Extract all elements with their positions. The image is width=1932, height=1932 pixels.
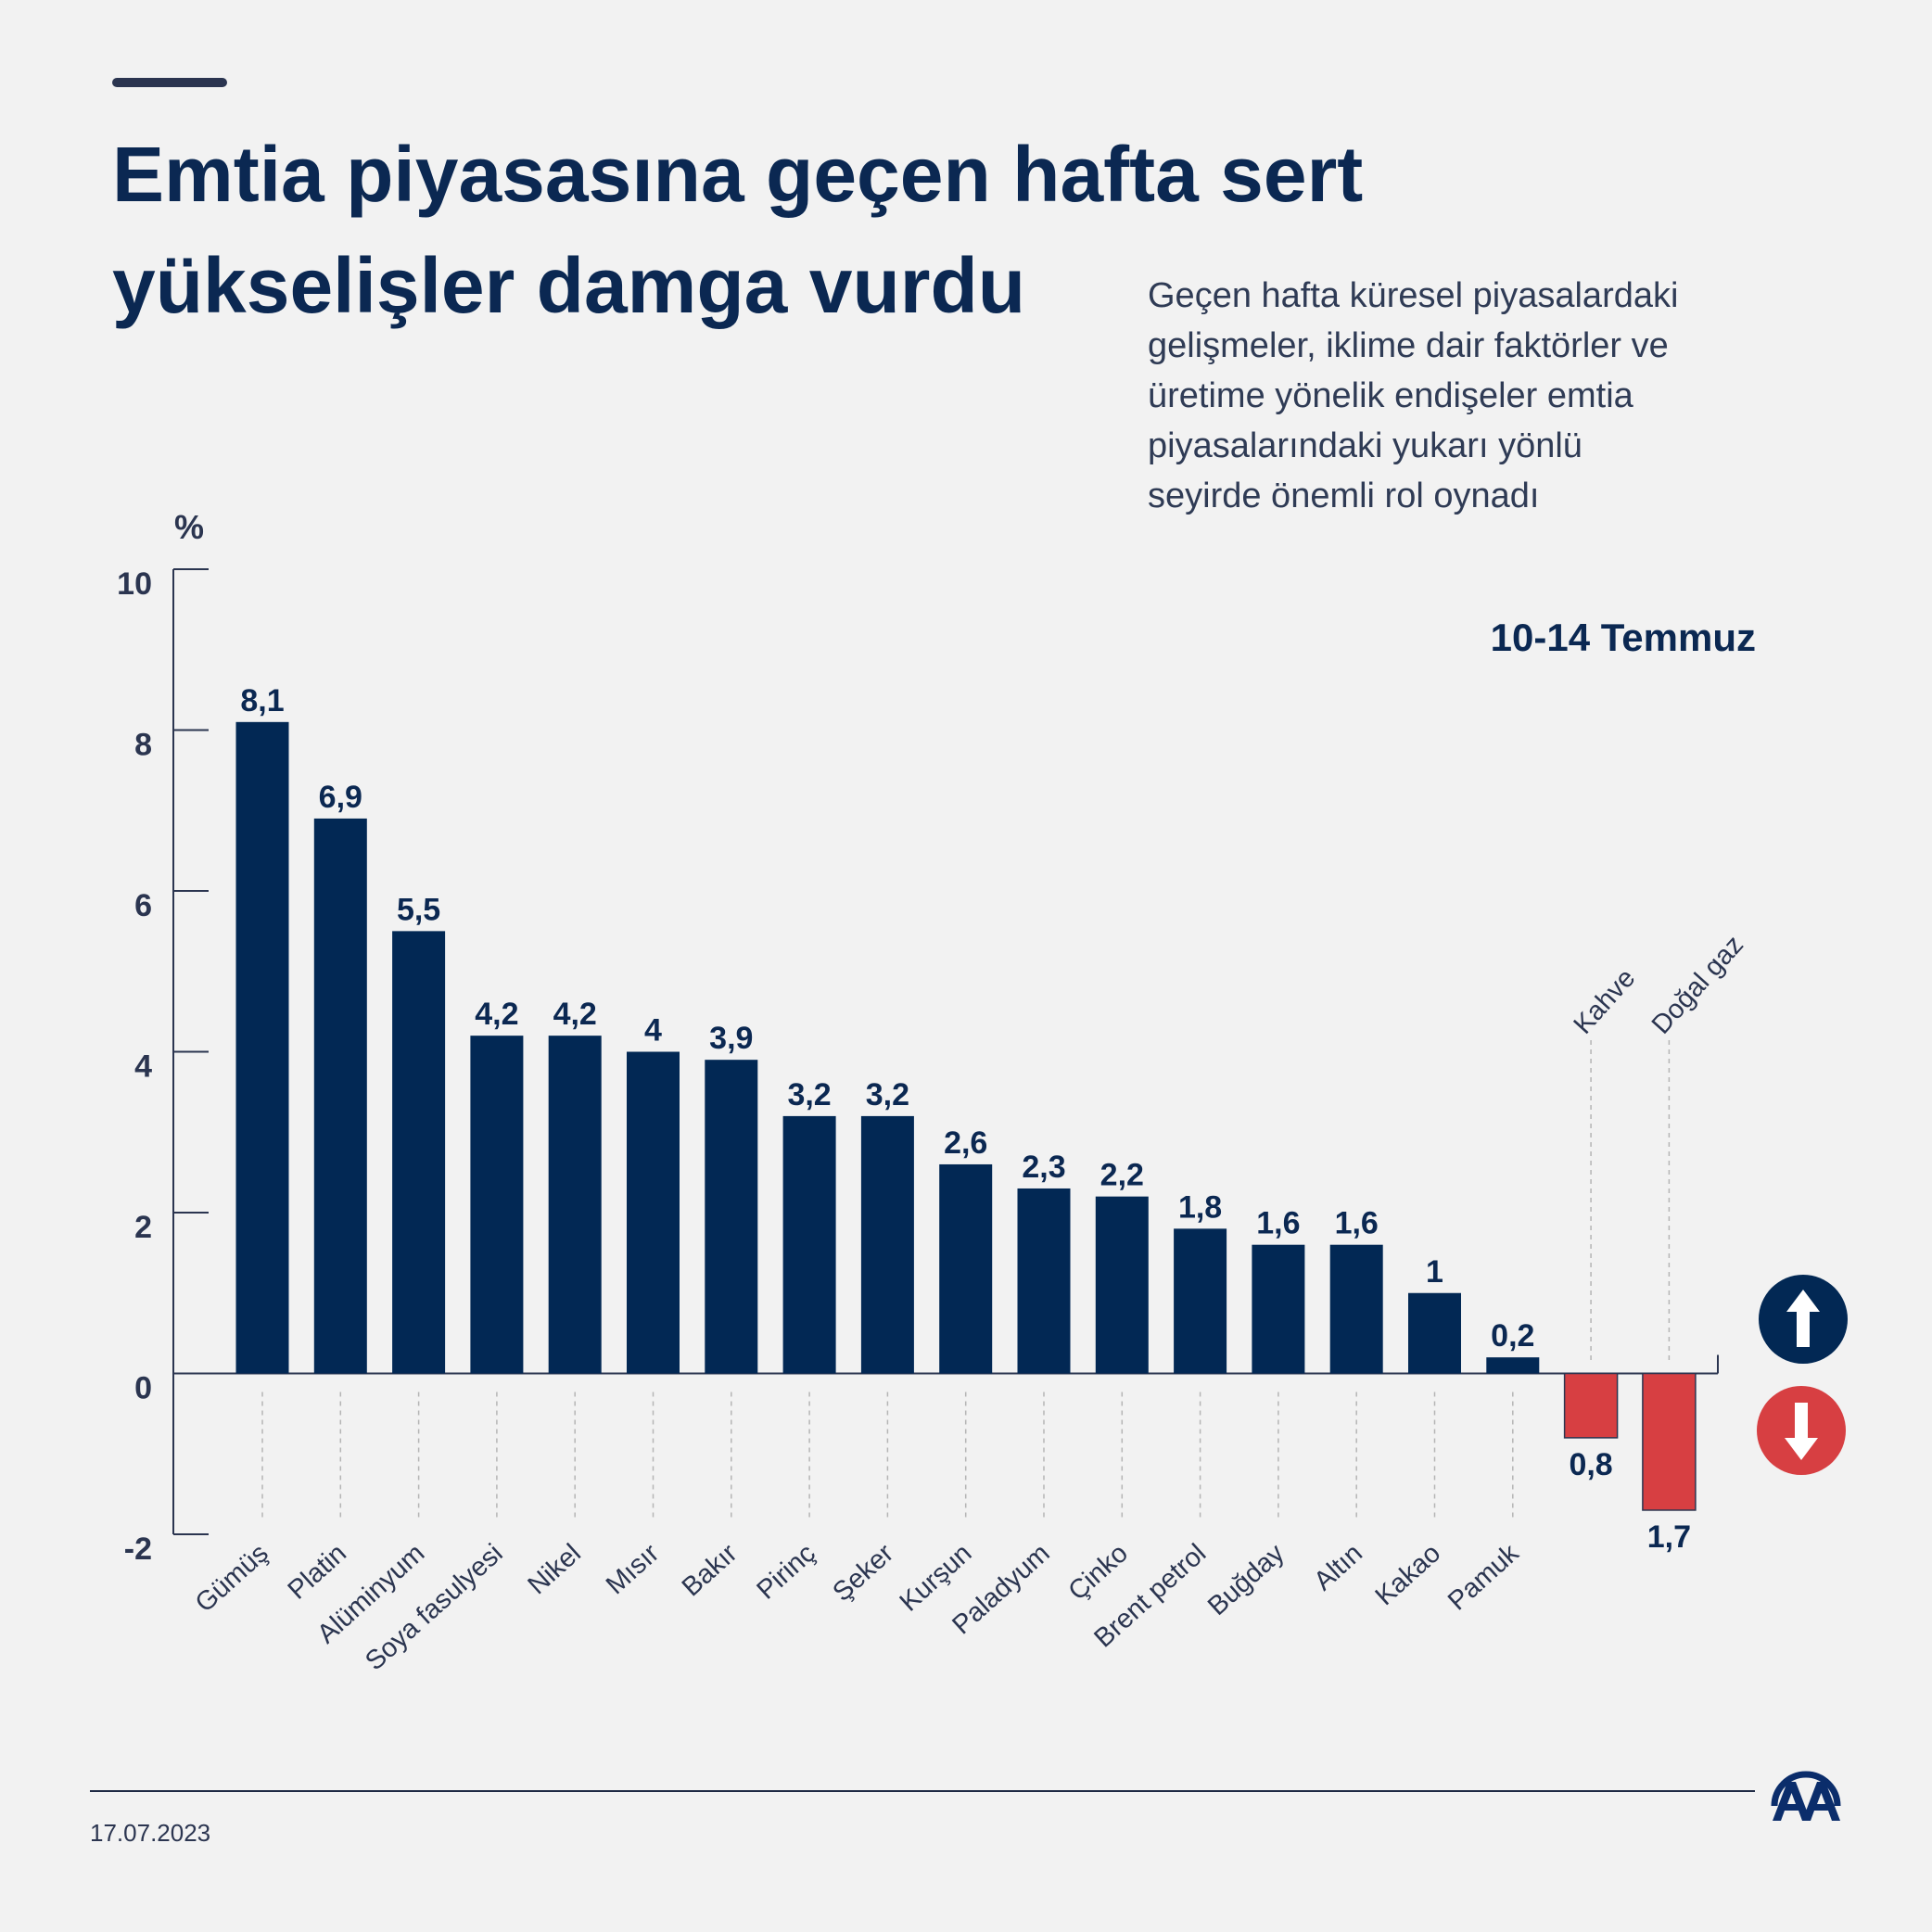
bar <box>1017 1188 1071 1374</box>
bar <box>939 1163 993 1374</box>
bar <box>548 1036 602 1374</box>
bar-value-label: 0,2 <box>1491 1318 1534 1354</box>
bar-value-label: 6,9 <box>319 780 362 815</box>
y-axis-unit: % <box>174 508 205 546</box>
arrow-up-icon <box>1786 1290 1820 1347</box>
description-line: üretime yönelik endişeler emtia <box>1148 376 1633 415</box>
bar <box>1642 1372 1697 1511</box>
bar <box>1408 1292 1461 1374</box>
x-tick-label: Mısır <box>601 1538 666 1600</box>
bar <box>860 1115 914 1374</box>
bar <box>392 931 446 1374</box>
x-tick-label: Bakır <box>677 1538 744 1602</box>
y-tick-label: 0 <box>134 1371 152 1406</box>
bar-value-label: 1,6 <box>1335 1206 1379 1241</box>
chart-period: 10-14 Temmuz <box>1490 616 1756 659</box>
bar <box>627 1051 680 1374</box>
bar <box>1486 1357 1540 1374</box>
bar-value-label: 4 <box>644 1013 662 1049</box>
bar <box>1329 1244 1383 1374</box>
title-accent-bar <box>112 78 227 87</box>
description-line: piyasalarındaki yukarı yönlü <box>1148 426 1582 465</box>
x-tick-label: Buğday <box>1202 1538 1290 1621</box>
y-tick-label: 6 <box>134 888 152 923</box>
x-tick-label: Platin <box>283 1538 352 1605</box>
x-tick-label: Nikel <box>523 1538 587 1600</box>
bar-value-label: 8,1 <box>240 683 284 718</box>
bar <box>470 1036 524 1374</box>
description-line: Geçen hafta küresel piyasalardaki <box>1148 276 1679 315</box>
description-line: gelişmeler, iklime dair faktörler ve <box>1148 326 1669 365</box>
description-line: seyirde önemli rol oynadı <box>1148 477 1540 515</box>
bar-value-label: 1,7 <box>1647 1519 1691 1555</box>
x-tick-label: Şeker <box>827 1538 899 1608</box>
bar <box>235 721 289 1374</box>
y-tick-label: 10 <box>117 566 152 602</box>
x-tick-label: Çinko <box>1062 1538 1134 1606</box>
bar-value-label: 2,2 <box>1100 1158 1144 1193</box>
bar <box>1252 1244 1305 1374</box>
x-tick-label: Kakao <box>1370 1538 1447 1611</box>
title-line-2: yükselişler damga vurdu <box>112 242 1026 329</box>
bar-value-label: 4,2 <box>475 997 518 1032</box>
bar-value-label: 1,6 <box>1256 1206 1300 1241</box>
description: Geçen hafta küresel piyasalardaki gelişm… <box>1148 271 1741 521</box>
x-tick-label: Doğal gaz <box>1646 930 1749 1039</box>
bar-value-label: 2,3 <box>1022 1150 1065 1185</box>
arrow-down-icon <box>1785 1403 1818 1460</box>
page-title: Emtia piyasasına geçen hafta sert yüksel… <box>112 119 1595 341</box>
bar-value-label: 1 <box>1426 1254 1443 1290</box>
title-line-1: Emtia piyasasına geçen hafta sert <box>112 131 1364 218</box>
y-tick-label: 2 <box>134 1210 152 1245</box>
publish-date: 17.07.2023 <box>90 1819 211 1847</box>
x-tick-label: Kahve <box>1569 963 1642 1040</box>
bar-value-label: 5,5 <box>397 892 440 927</box>
footer-divider <box>90 1790 1755 1792</box>
bar-value-label: 3,9 <box>709 1021 753 1056</box>
bar-value-label: 1,8 <box>1178 1189 1222 1225</box>
bar-value-label: 2,6 <box>944 1125 987 1161</box>
bar <box>313 818 367 1374</box>
bar <box>1174 1228 1227 1374</box>
bar <box>1563 1372 1619 1439</box>
bar <box>782 1115 836 1374</box>
y-tick-label: -2 <box>124 1532 152 1567</box>
x-tick-label: Gümüş <box>190 1538 274 1618</box>
bar-value-label: 3,2 <box>866 1077 909 1112</box>
y-tick-label: 4 <box>134 1049 152 1085</box>
x-tick-label: Soya fasulyesi <box>360 1538 508 1676</box>
bar <box>705 1060 758 1374</box>
x-tick-label: Pamuk <box>1443 1538 1525 1617</box>
bar <box>1095 1196 1149 1374</box>
bar-value-label: 4,2 <box>553 997 597 1032</box>
aa-logo <box>1771 1771 1841 1821</box>
y-tick-label: 8 <box>134 728 152 763</box>
x-tick-label: Pirinç <box>751 1538 820 1605</box>
bar-value-label: 0,8 <box>1569 1447 1612 1482</box>
x-tick-label: Altın <box>1308 1538 1368 1596</box>
bar-value-label: 3,2 <box>787 1077 831 1112</box>
